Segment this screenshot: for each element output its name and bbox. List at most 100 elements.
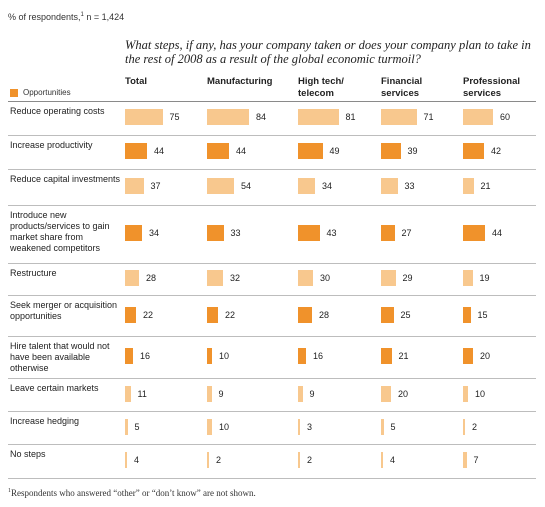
legend-label: Opportunities [23, 88, 71, 97]
data-label: 81 [345, 112, 356, 122]
data-label: 44 [236, 146, 247, 156]
legend-swatch [10, 88, 18, 97]
chart-question: What steps, if any, has your company tak… [125, 38, 531, 66]
data-label: 34 [322, 181, 333, 191]
bar [463, 307, 471, 323]
column-header: High tech/telecom [298, 76, 344, 99]
bar [298, 143, 323, 159]
row-label: Hire talent that would not have been ava… [10, 341, 110, 373]
data-label: 84 [256, 112, 267, 122]
bar [298, 452, 300, 468]
row-divider [8, 411, 536, 412]
bar [381, 143, 401, 159]
data-label: 2 [307, 455, 313, 465]
legend: Opportunities [10, 88, 71, 97]
data-label: 5 [134, 422, 140, 432]
row-label: Restructure [10, 268, 57, 278]
data-label: 2 [472, 422, 478, 432]
data-label: 42 [491, 146, 502, 156]
data-label: 10 [475, 389, 486, 399]
bar [207, 452, 209, 468]
row-label: Reduce capital investments [10, 174, 121, 184]
bar [381, 386, 391, 402]
bar [298, 270, 313, 286]
data-label: 39 [407, 146, 418, 156]
bar [463, 109, 493, 125]
column-header: Financial services [381, 76, 423, 99]
data-label: 16 [140, 351, 151, 361]
column-header: Professional services [463, 76, 521, 99]
bar [125, 270, 139, 286]
bar [463, 225, 485, 241]
row-label: No steps [10, 449, 46, 459]
bar [381, 452, 383, 468]
bar [207, 386, 212, 402]
bar [125, 307, 136, 323]
bar [463, 452, 467, 468]
bar [298, 419, 300, 435]
bar [125, 386, 131, 402]
data-label: 9 [309, 389, 315, 399]
data-label: 71 [423, 112, 434, 122]
bar [463, 143, 484, 159]
row-divider [8, 444, 536, 445]
row-divider [8, 263, 536, 264]
data-label: 20 [480, 351, 491, 361]
bar [381, 225, 395, 241]
data-label: 25 [400, 310, 411, 320]
data-label: 21 [480, 181, 491, 191]
row-label: Reduce operating costs [10, 106, 105, 116]
bar [463, 419, 465, 435]
data-label: 28 [146, 273, 157, 283]
bar [207, 419, 212, 435]
bar [207, 348, 212, 364]
bar [207, 270, 223, 286]
data-label: 44 [492, 228, 503, 238]
data-label: 54 [241, 181, 252, 191]
bar [207, 143, 229, 159]
data-label: 60 [500, 112, 511, 122]
data-label: 9 [218, 389, 224, 399]
bar [298, 225, 320, 241]
data-label: 4 [134, 455, 140, 465]
data-label: 30 [320, 273, 331, 283]
data-label: 44 [154, 146, 165, 156]
bar [207, 307, 218, 323]
bar [125, 109, 163, 125]
bar [207, 109, 249, 125]
bar [381, 348, 392, 364]
row-label: Introduce new products/services to gain … [10, 210, 110, 253]
bar [381, 109, 417, 125]
data-label: 11 [137, 389, 147, 399]
row-divider [8, 135, 536, 136]
row-divider [8, 101, 536, 102]
data-label: 2 [216, 455, 222, 465]
data-label: 29 [402, 273, 413, 283]
data-label: 28 [319, 310, 330, 320]
data-label: 33 [404, 181, 415, 191]
bar [207, 178, 234, 194]
bar [463, 348, 473, 364]
bar [298, 178, 315, 194]
row-divider [8, 169, 536, 170]
row-divider [8, 336, 536, 337]
bar [125, 419, 128, 435]
bar [463, 270, 473, 286]
bar [125, 452, 127, 468]
row-label: Increase productivity [10, 140, 93, 150]
row-divider [8, 378, 536, 379]
bar [381, 307, 394, 323]
bar [463, 178, 474, 194]
bar [125, 143, 147, 159]
bar [381, 419, 384, 435]
data-label: 19 [479, 273, 490, 283]
column-header: Manufacturing [207, 76, 273, 87]
footnote: 1Respondents who answered “other” or “do… [8, 488, 256, 498]
data-label: 10 [219, 351, 230, 361]
bar [381, 270, 396, 286]
bar [125, 225, 142, 241]
data-label: 27 [401, 228, 412, 238]
data-label: 22 [225, 310, 236, 320]
row-label: Increase hedging [10, 416, 80, 426]
data-label: 7 [473, 455, 479, 465]
